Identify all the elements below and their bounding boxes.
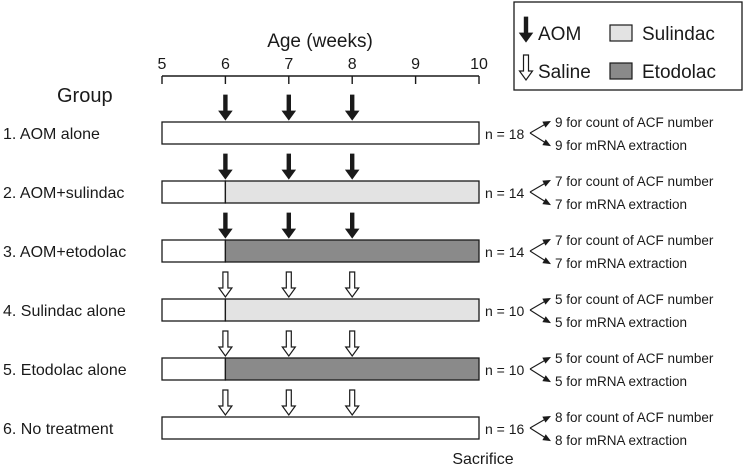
mrna-extraction-allocation: 5 for mRNA extraction (555, 315, 687, 330)
split-arrowhead (542, 198, 551, 206)
axis-tick-label: 6 (221, 56, 230, 73)
acf-count-allocation: 5 for count of ACF number (555, 351, 714, 366)
group-size: n = 16 (485, 421, 525, 437)
group-label: 3. AOM+etodolac (3, 244, 126, 261)
untreated-segment (161, 239, 227, 263)
mrna-extraction-allocation: 7 for mRNA extraction (555, 256, 687, 271)
group-size: n = 14 (485, 185, 525, 201)
group-size: n = 10 (485, 362, 525, 378)
mrna-extraction-allocation: 9 for mRNA extraction (555, 138, 687, 153)
aom-arrow-icon (218, 153, 233, 180)
axis-tick-label: 7 (284, 56, 293, 73)
untreated-segment (161, 357, 227, 381)
etodolac-treatment-segment (224, 239, 480, 263)
split-arrowhead (542, 415, 551, 423)
group-column-header: Group (57, 85, 113, 107)
split-arrowhead (542, 316, 551, 324)
group-label: 2. AOM+sulindac (3, 185, 124, 202)
saline-arrow-icon (217, 330, 234, 358)
etodolac-treatment-segment (224, 357, 480, 381)
axis-tick-label: 9 (411, 56, 420, 73)
split-arrowhead (542, 238, 551, 246)
sacrifice-label: Sacrifice (452, 451, 513, 468)
group-rows: 1. AOM alone n = 18 9 for count of ACF num… (3, 94, 714, 448)
split-arrowhead (542, 375, 551, 383)
filled-down-arrow-icon (518, 16, 534, 43)
group-row: 3. AOM+etodolac n = 14 7 for count of ACF … (3, 212, 714, 271)
mrna-extraction-allocation: 7 for mRNA extraction (555, 197, 687, 212)
group-size: n = 10 (485, 303, 525, 319)
group-size: n = 14 (485, 244, 525, 260)
saline-arrow-icon (344, 330, 360, 358)
saline-arrow-icon (281, 271, 297, 299)
aom-arrow-icon (344, 212, 360, 239)
saline-arrow-icon (217, 389, 234, 417)
split-arrowhead (542, 356, 551, 364)
age-axis: 5 6 7 8 9 10 (158, 56, 488, 84)
split-arrowhead (542, 120, 551, 128)
axis-title: Age (weeks) (267, 31, 373, 52)
untreated-segment (161, 180, 227, 204)
untreated-segment (161, 121, 480, 145)
group-row: 2. AOM+sulindac n = 14 7 for count of ACF … (3, 153, 714, 212)
acf-count-allocation: 9 for count of ACF number (555, 115, 714, 130)
axis-tick-label: 8 (348, 56, 357, 73)
group-row: 4. Sulindac alone n = 10 5 for count of AC… (3, 271, 714, 330)
group-label: 4. Sulindac alone (3, 303, 126, 320)
open-down-arrow-icon (518, 54, 534, 82)
group-label: 5. Etodolac alone (3, 362, 127, 379)
acf-count-allocation: 7 for count of ACF number (555, 233, 714, 248)
sulindac-treatment-segment (224, 180, 480, 204)
legend-saline-label: Saline (538, 62, 591, 83)
legend-aom-label: AOM (538, 24, 581, 45)
group-label: 6. No treatment (3, 421, 114, 438)
legend: AOM Saline Sulindac Etodolac (513, 1, 743, 91)
legend-etodolac-label: Etodolac (642, 62, 716, 83)
aom-arrow-icon (218, 212, 233, 239)
split-arrowhead (542, 257, 551, 265)
acf-count-allocation: 8 for count of ACF number (555, 410, 714, 425)
untreated-segment (161, 298, 227, 322)
aom-arrow-icon (281, 212, 297, 239)
aom-arrow-icon (518, 16, 534, 43)
split-arrowhead (542, 179, 551, 187)
axis-tick-label: 5 (158, 56, 167, 73)
saline-arrow-icon (281, 389, 297, 417)
group-size: n = 18 (485, 126, 525, 142)
aom-arrow-icon (344, 153, 360, 180)
untreated-segment (161, 416, 480, 440)
split-arrowhead (542, 139, 551, 147)
group-row: 6. No treatment n = 16 8 for count of ACF … (3, 389, 714, 448)
mrna-extraction-allocation: 5 for mRNA extraction (555, 374, 687, 389)
sulindac-treatment-segment (224, 298, 480, 322)
group-row: 1. AOM alone n = 18 9 for count of ACF num… (3, 94, 714, 153)
saline-arrow-icon (281, 330, 297, 358)
acf-count-allocation: 7 for count of ACF number (555, 174, 714, 189)
split-arrowhead (542, 434, 551, 442)
axis-tick-label: 10 (470, 56, 488, 73)
saline-arrow-icon (344, 389, 360, 417)
group-row: 5. Etodolac alone n = 10 5 for count of AC… (3, 330, 714, 389)
acf-count-allocation: 5 for count of ACF number (555, 292, 714, 307)
mrna-extraction-allocation: 8 for mRNA extraction (555, 433, 687, 448)
sulindac-swatch (609, 24, 633, 42)
aom-arrow-icon (218, 94, 233, 121)
saline-arrow-icon (217, 271, 234, 299)
aom-arrow-icon (281, 94, 297, 121)
aom-arrow-icon (344, 94, 360, 121)
saline-arrow-icon (518, 54, 534, 82)
group-label: 1. AOM alone (3, 126, 100, 143)
aom-arrow-icon (281, 153, 297, 180)
legend-sulindac-label: Sulindac (642, 24, 715, 45)
split-arrowhead (542, 297, 551, 305)
saline-arrow-icon (344, 271, 360, 299)
etodolac-swatch (609, 62, 633, 80)
